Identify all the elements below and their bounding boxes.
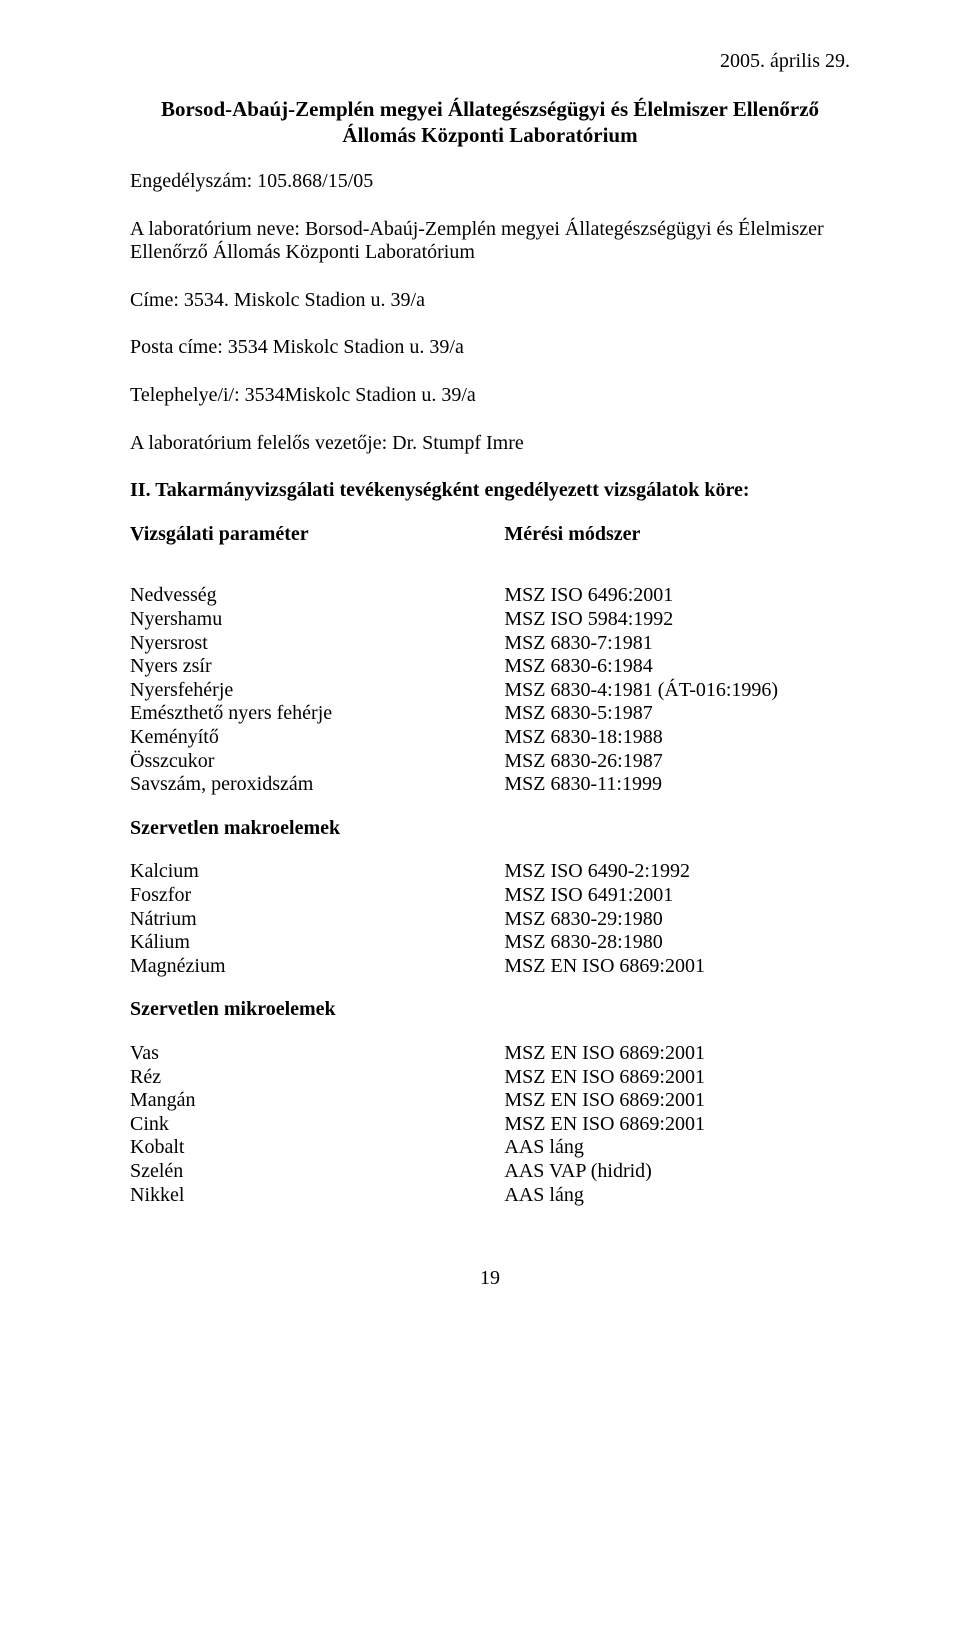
parameter-name: Réz [130,1066,504,1090]
parameter-name: Szelén [130,1160,504,1184]
parameter-name: Magnézium [130,955,504,979]
method-name: MSZ ISO 6491:2001 [504,884,850,908]
macroelements-heading: Szervetlen makroelemek [130,817,850,841]
parameter-name: Mangán [130,1089,504,1113]
parameter-name: Nyershamu [130,608,504,632]
parameter-name: Emészthető nyers fehérje [130,702,504,726]
document-date: 2005. április 29. [130,50,850,74]
method-name: MSZ EN ISO 6869:2001 [504,1042,850,1066]
parameter-name: Nyers zsír [130,655,504,679]
method-name: MSZ 6830-28:1980 [504,931,850,955]
parameter-name: Nedvesség [130,584,504,608]
parameter-name: Kobalt [130,1136,504,1160]
parameter-name: Foszfor [130,884,504,908]
method-name: MSZ 6830-4:1981 (ÁT-016:1996) [504,679,850,703]
method-name: MSZ 6830-11:1999 [504,773,850,797]
parameter-name: Cink [130,1113,504,1137]
method-name: AAS láng [504,1136,850,1160]
method-name: MSZ EN ISO 6869:2001 [504,1089,850,1113]
microelements-table: VasRézMangánCinkKobaltSzelénNikkel MSZ E… [130,1042,850,1207]
parameter-name: Nyersrost [130,632,504,656]
method-name: MSZ 6830-6:1984 [504,655,850,679]
parameter-name: Kalcium [130,860,504,884]
lab-name-line-1: A laboratórium neve: Borsod-Abaúj-Zemplé… [130,218,850,242]
lab-name: A laboratórium neve: Borsod-Abaúj-Zemplé… [130,218,850,265]
method-name: MSZ 6830-7:1981 [504,632,850,656]
parameters-header-row: Vizsgálati paraméter Mérési módszer [130,523,850,565]
parameter-name: Savszám, peroxidszám [130,773,504,797]
method-name: MSZ 6830-5:1987 [504,702,850,726]
method-name: AAS VAP (hidrid) [504,1160,850,1184]
parameter-name: Keményítő [130,726,504,750]
page-number: 19 [130,1267,850,1291]
title-line-2: Állomás Központi Laboratórium [342,123,637,147]
lab-director: A laboratórium felelős vezetője: Dr. Stu… [130,432,850,456]
title-line-1: Borsod-Abaúj-Zemplén megyei Állategészsé… [161,97,819,121]
lab-site: Telephelye/i/: 3534Miskolc Stadion u. 39… [130,384,850,408]
method-name: AAS láng [504,1184,850,1208]
method-name: MSZ 6830-18:1988 [504,726,850,750]
parameter-name: Összcukor [130,750,504,774]
lab-address: Címe: 3534. Miskolc Stadion u. 39/a [130,289,850,313]
method-name: MSZ EN ISO 6869:2001 [504,1113,850,1137]
lab-name-line-2: Ellenőrző Állomás Központi Laboratórium [130,241,850,265]
column-header-parameter: Vizsgálati paraméter [130,523,504,547]
macroelements-table: KalciumFoszforNátriumKáliumMagnézium MSZ… [130,860,850,978]
basic-parameters-table: NedvességNyershamuNyersrostNyers zsírNye… [130,584,850,796]
license-number: Engedélyszám: 105.868/15/05 [130,170,850,194]
document-title: Borsod-Abaúj-Zemplén megyei Állategészsé… [130,96,850,149]
parameter-name: Nikkel [130,1184,504,1208]
method-name: MSZ ISO 5984:1992 [504,608,850,632]
parameter-name: Nátrium [130,908,504,932]
section-2-title: II. Takarmányvizsgálati tevékenységként … [130,479,850,503]
method-name: MSZ 6830-26:1987 [504,750,850,774]
method-name: MSZ EN ISO 6869:2001 [504,1066,850,1090]
method-name: MSZ ISO 6496:2001 [504,584,850,608]
parameter-name: Vas [130,1042,504,1066]
parameter-name: Nyersfehérje [130,679,504,703]
method-name: MSZ EN ISO 6869:2001 [504,955,850,979]
parameter-name: Kálium [130,931,504,955]
microelements-heading: Szervetlen mikroelemek [130,998,850,1022]
column-header-method: Mérési módszer [504,523,850,547]
method-name: MSZ ISO 6490-2:1992 [504,860,850,884]
lab-postal-address: Posta címe: 3534 Miskolc Stadion u. 39/a [130,336,850,360]
method-name: MSZ 6830-29:1980 [504,908,850,932]
